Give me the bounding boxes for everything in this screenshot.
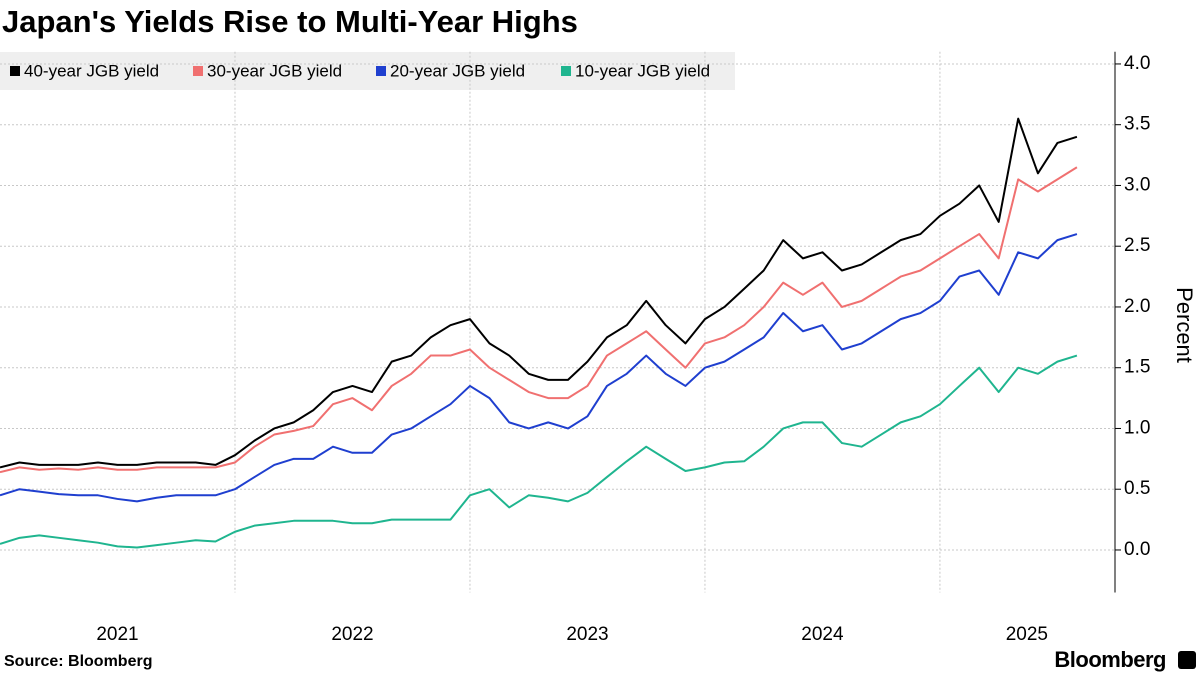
x-tick-label: 2021	[96, 624, 138, 645]
legend-swatch	[376, 66, 386, 76]
y-tick-label: 0.0	[1124, 539, 1150, 560]
brand-icon	[1178, 651, 1196, 669]
x-tick-label: 2022	[331, 624, 373, 645]
y-tick-label: 3.0	[1124, 174, 1150, 195]
y-tick-label: 2.0	[1124, 296, 1150, 317]
legend-swatch	[10, 66, 20, 76]
legend-label: 40-year JGB yield	[24, 61, 159, 80]
series-line	[0, 117, 1078, 469]
series-line	[0, 354, 1078, 549]
legend-label: 20-year JGB yield	[390, 61, 525, 80]
series-line	[0, 233, 1078, 503]
plot: 0.0 0.5 1.0 1.5 2.0 2.5 3.0 3.5 4.0 2021 2022 2023 2…	[0, 51, 1150, 645]
legend-label: 30-year JGB yield	[207, 61, 342, 80]
source: Source: Bloomberg	[4, 653, 152, 670]
y-axis-label: Percent	[1172, 287, 1197, 363]
legend-box	[0, 52, 735, 90]
y-tick-label: 1.0	[1124, 417, 1150, 438]
y-tick-label: 4.0	[1124, 53, 1150, 74]
legend-label: 10-year JGB yield	[575, 61, 710, 80]
brand: Bloomberg	[1054, 647, 1166, 672]
y-tick-label: 1.5	[1124, 357, 1150, 378]
y-tick-label: 3.5	[1124, 114, 1150, 135]
chart-title: Japan's Yields Rise to Multi-Year Highs	[2, 4, 578, 39]
y-tick-label: 0.5	[1124, 478, 1150, 499]
legend-swatch	[193, 66, 203, 76]
x-tick-label: 2024	[801, 624, 844, 645]
x-tick-label: 2025	[1006, 624, 1048, 645]
y-tick-label: 2.5	[1124, 235, 1150, 256]
legend-swatch	[561, 66, 571, 76]
x-tick-label: 2023	[566, 624, 608, 645]
series-line	[0, 166, 1078, 474]
